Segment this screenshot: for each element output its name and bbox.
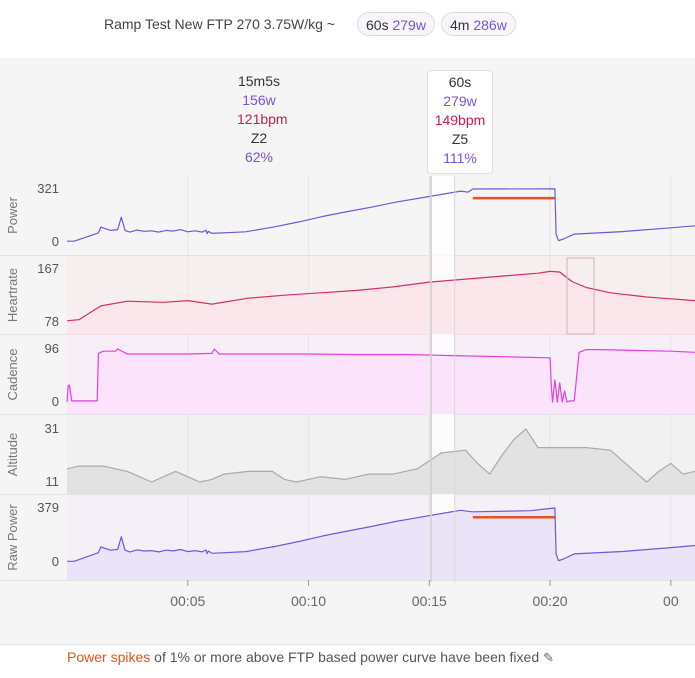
activity-title: Ramp Test New FTP 270 3.75W/kg ~: [104, 16, 335, 32]
power-spikes-link[interactable]: Power spikes: [67, 649, 151, 665]
heartrate-tick-label: 167: [37, 261, 59, 276]
altitude-tick-label: 11: [46, 474, 60, 489]
selection-heartrate: 149bpm: [434, 112, 486, 128]
x-tick-label: 00:15: [412, 593, 447, 609]
pill-value: 286w: [473, 17, 507, 33]
raw-power-tick-label: 379: [37, 500, 59, 515]
heartrate-axis-label: Heartrate: [5, 268, 20, 322]
hover-zone: Z2: [250, 130, 268, 146]
altitude-area: [67, 429, 695, 494]
pill-label: 4m: [450, 17, 470, 33]
altitude-line: [66, 428, 695, 483]
heartrate-area: [67, 271, 695, 334]
hover-ftp-percent: 62%: [244, 149, 274, 165]
altitude-tick-label: 31: [45, 421, 59, 436]
selection-power: 279w: [443, 93, 477, 109]
power-tick-label: 0: [52, 234, 59, 249]
raw-power-line: [67, 507, 695, 562]
heartrate-marker-box: [566, 257, 595, 335]
hover-time: 15m5s: [237, 73, 281, 89]
power-line: [67, 188, 695, 242]
hover-heartrate: 121bpm: [237, 111, 288, 127]
x-tick-label: 00:20: [533, 593, 568, 609]
cadence-tick-label: 0: [52, 394, 59, 409]
x-tick-label: 00:05: [170, 593, 205, 609]
selection-zone: Z5: [451, 131, 469, 147]
pencil-icon[interactable]: ✎: [543, 650, 555, 665]
hover-readout: 15m5s 156w 121bpm Z2 62%: [237, 72, 288, 167]
best-4m-pill[interactable]: 4m 286w: [441, 12, 516, 36]
corner-mark-icon: ˊ: [681, 0, 685, 8]
footer: Power spikes of 1% or more above FTP bas…: [0, 644, 695, 678]
altitude-axis-label: Altitude: [5, 433, 20, 476]
cadence-line: [66, 348, 695, 403]
best-60s-pill[interactable]: 60s 279w: [357, 12, 435, 36]
power-tick-label: 321: [37, 181, 59, 196]
panel-background: [67, 176, 695, 255]
selection-ftp-percent: 111%: [443, 150, 477, 166]
pill-label: 60s: [366, 17, 389, 33]
selection-readout: 60s 279w 149bpm Z5 111%: [427, 70, 493, 174]
raw-power-area: [67, 508, 695, 580]
footer-text: of 1% or more above FTP based power curv…: [150, 649, 540, 665]
x-tick-label: 00: [663, 593, 679, 609]
hover-power: 156w: [242, 92, 276, 108]
pill-value: 279w: [392, 17, 426, 33]
selection-duration: 60s: [448, 74, 472, 90]
raw-power-tick-label: 0: [52, 554, 59, 569]
raw-power-axis-label: Raw Power: [5, 504, 20, 571]
heartrate-tick-label: 78: [45, 314, 59, 329]
heartrate-line: [66, 270, 695, 322]
footer-note: Power spikes of 1% or more above FTP bas…: [67, 649, 554, 666]
cadence-area: [67, 349, 695, 414]
x-tick-label: 00:10: [291, 593, 326, 609]
power-axis-label: Power: [5, 196, 20, 234]
cadence-tick-label: 96: [45, 341, 59, 356]
activity-header: Ramp Test New FTP 270 3.75W/kg ~ 60s 279…: [0, 0, 695, 59]
cadence-axis-label: Cadence: [5, 348, 20, 400]
